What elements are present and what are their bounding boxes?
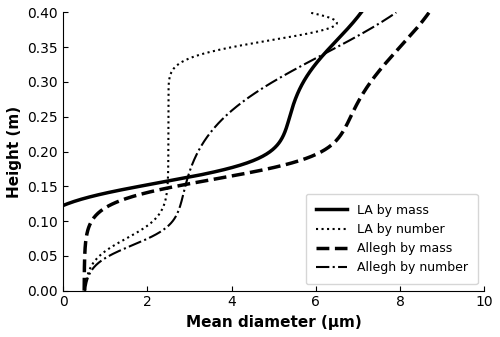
Legend: LA by mass, LA by number, Allegh by mass, Allegh by number: LA by mass, LA by number, Allegh by mass…	[306, 194, 478, 284]
Y-axis label: Height (m): Height (m)	[7, 105, 22, 197]
X-axis label: Mean diameter (μm): Mean diameter (μm)	[186, 315, 362, 330]
